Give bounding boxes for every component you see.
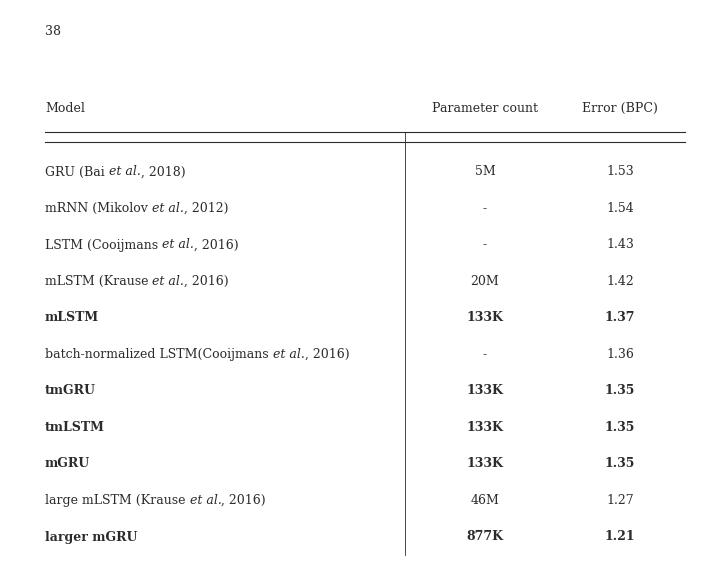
Text: -: - <box>483 238 487 251</box>
Text: 1.35: 1.35 <box>605 421 635 434</box>
Text: et al.: et al. <box>152 275 184 288</box>
Text: -: - <box>483 348 487 361</box>
Text: batch-normalized LSTM(Cooijmans: batch-normalized LSTM(Cooijmans <box>45 348 273 361</box>
Text: Model: Model <box>45 102 85 115</box>
Text: et al.: et al. <box>162 238 194 251</box>
Text: 5M: 5M <box>474 165 496 178</box>
Text: 1.21: 1.21 <box>605 530 635 543</box>
Text: 877K: 877K <box>467 530 503 543</box>
Text: 46M: 46M <box>471 494 499 507</box>
Text: et al.: et al. <box>152 202 184 215</box>
Text: LSTM (Cooijmans: LSTM (Cooijmans <box>45 238 162 251</box>
Text: 133K: 133K <box>467 384 503 397</box>
Text: 38: 38 <box>45 25 61 38</box>
Text: mRNN (Mikolov: mRNN (Mikolov <box>45 202 152 215</box>
Text: , 2018): , 2018) <box>141 165 185 178</box>
Text: larger mGRU: larger mGRU <box>45 530 137 543</box>
Text: mGRU: mGRU <box>45 457 90 470</box>
Text: 20M: 20M <box>471 275 499 288</box>
Text: , 2016): , 2016) <box>304 348 349 361</box>
Text: , 2016): , 2016) <box>194 238 239 251</box>
Text: 1.27: 1.27 <box>606 494 634 507</box>
Text: et al.: et al. <box>109 165 141 178</box>
Text: 133K: 133K <box>467 421 503 434</box>
Text: -: - <box>483 202 487 215</box>
Text: 1.43: 1.43 <box>606 238 634 251</box>
Text: mLSTM: mLSTM <box>45 311 99 324</box>
Text: 1.53: 1.53 <box>606 165 634 178</box>
Text: , 2012): , 2012) <box>184 202 228 215</box>
Text: 1.37: 1.37 <box>605 311 635 324</box>
Text: GRU (Bai: GRU (Bai <box>45 165 109 178</box>
Text: large mLSTM (Krause: large mLSTM (Krause <box>45 494 190 507</box>
Text: Error (BPC): Error (BPC) <box>582 102 658 115</box>
Text: 1.36: 1.36 <box>606 348 634 361</box>
Text: tmGRU: tmGRU <box>45 384 96 397</box>
Text: 1.54: 1.54 <box>606 202 634 215</box>
Text: 133K: 133K <box>467 457 503 470</box>
Text: et al.: et al. <box>190 494 222 507</box>
Text: mLSTM (Krause: mLSTM (Krause <box>45 275 152 288</box>
Text: et al.: et al. <box>273 348 304 361</box>
Text: 133K: 133K <box>467 311 503 324</box>
Text: 1.35: 1.35 <box>605 384 635 397</box>
Text: 1.35: 1.35 <box>605 457 635 470</box>
Text: 1.42: 1.42 <box>606 275 634 288</box>
Text: , 2016): , 2016) <box>184 275 229 288</box>
Text: Parameter count: Parameter count <box>432 102 538 115</box>
Text: , 2016): , 2016) <box>222 494 266 507</box>
Text: tmLSTM: tmLSTM <box>45 421 105 434</box>
